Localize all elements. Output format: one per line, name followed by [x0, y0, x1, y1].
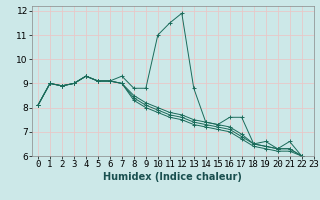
- X-axis label: Humidex (Indice chaleur): Humidex (Indice chaleur): [103, 172, 242, 182]
